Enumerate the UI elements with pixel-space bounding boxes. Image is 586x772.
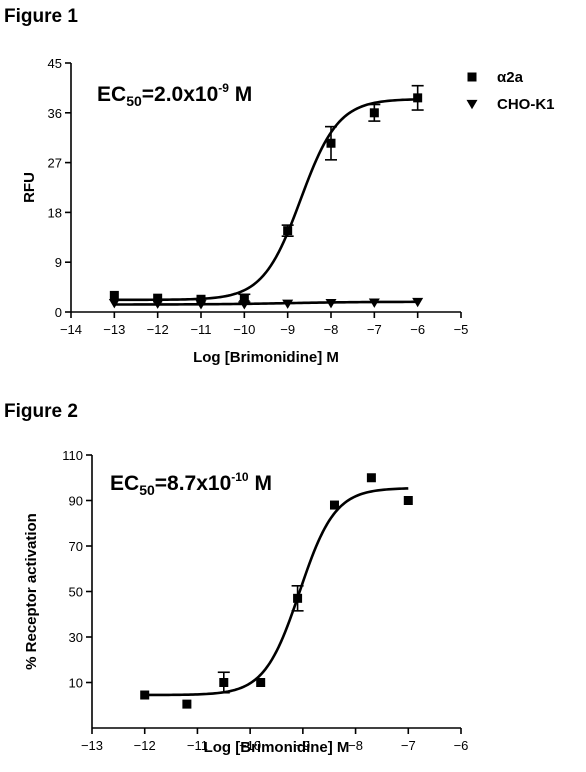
y-tick-label: 110	[62, 448, 83, 463]
figure-title: Figure 1	[4, 6, 78, 27]
ec50-sub: 50	[126, 93, 142, 109]
data-point	[219, 678, 229, 687]
ec50-suffix: M	[249, 472, 272, 495]
x-tick-label: −13	[81, 738, 103, 753]
data-point	[282, 299, 294, 309]
legend-marker	[466, 99, 478, 110]
data-point	[369, 108, 379, 118]
legend-label: CHO-K1	[497, 96, 555, 113]
fit-curve	[144, 487, 409, 697]
x-tick-label: −7	[367, 322, 382, 337]
legend-label: α2a	[497, 69, 524, 86]
data-point	[182, 699, 192, 709]
x-tick-label: −5	[454, 322, 469, 337]
y-tick-label: 45	[48, 56, 62, 71]
x-axis: −14 −13 −12 −11 −10 −9 −8 −7 −6 −5	[60, 311, 469, 337]
x-tick-label: −10	[233, 322, 255, 337]
series-s0	[140, 473, 413, 709]
fit-curve	[114, 98, 418, 302]
data-point	[368, 298, 380, 308]
data-point	[256, 678, 266, 687]
data-point	[153, 293, 163, 303]
ec50-mid: =2.0x10	[142, 83, 219, 106]
data-point	[239, 293, 249, 303]
y-axis-label: RFU	[21, 172, 38, 203]
x-tick-label: −8	[324, 322, 339, 337]
data-point	[152, 299, 164, 309]
y-axis: 10 30 50 70 90 110	[62, 448, 93, 728]
x-tick-label: −6	[454, 738, 469, 753]
x-tick-label: −9	[295, 738, 310, 753]
series-chok1	[108, 297, 424, 310]
y-tick-label: 50	[69, 585, 83, 600]
data-point	[108, 299, 120, 309]
x-tick-label: −10	[239, 738, 261, 753]
data-point	[326, 138, 336, 148]
y-tick-label: 30	[69, 630, 83, 645]
x-tick-label: −7	[401, 738, 416, 753]
y-tick-label: 9	[55, 255, 62, 270]
ec50-prefix: EC	[110, 472, 139, 495]
x-axis-label: Log [Brimonidine] M	[204, 739, 350, 756]
ec50-mid: =8.7x10	[155, 472, 232, 495]
x-tick-label: −6	[410, 322, 425, 337]
x-tick-label: −11	[187, 738, 208, 753]
data-point	[403, 496, 413, 505]
y-tick-label: 36	[48, 106, 62, 121]
data-point	[238, 300, 250, 310]
chart-1: Figure 1 −14 −13 −12 −11 −10 −9 −8 −7 −6 −5 0 9 18 27 3…	[4, 6, 555, 366]
x-tick-label: −12	[147, 322, 169, 337]
data-point	[140, 690, 150, 700]
ec50-sub: 50	[139, 482, 155, 498]
data-point	[413, 93, 423, 103]
ec50-sup: -9	[218, 81, 229, 95]
x-axis-label: Log [Brimonidine] M	[193, 349, 339, 366]
series-2a	[109, 84, 424, 304]
chart-2: Figure 2 −13 −12 −11 −10 −9 −8 −7 −6 10 30 50 70 90 11…	[4, 401, 468, 756]
data-point	[195, 300, 207, 310]
ec50-annotation: EC50=2.0x10-9 M	[97, 81, 252, 109]
y-tick-label: 18	[48, 205, 62, 220]
fit-curve	[114, 300, 418, 306]
data-point	[412, 297, 424, 308]
data-point	[283, 226, 293, 236]
y-axis: 0 9 18 27 36 45	[48, 56, 72, 320]
ec50-annotation: EC50=8.7x10-10 M	[110, 470, 272, 498]
ec50-sup: -10	[231, 470, 249, 484]
y-tick-label: 27	[48, 156, 62, 171]
data-point	[196, 294, 206, 304]
y-tick-label: 70	[69, 539, 83, 554]
x-tick-label: −13	[103, 322, 125, 337]
x-tick-label: −14	[60, 322, 82, 337]
figure-title: Figure 2	[4, 401, 78, 422]
x-tick-label: −8	[348, 738, 363, 753]
data-point	[366, 473, 376, 483]
legend-marker	[467, 72, 477, 82]
data-point	[293, 593, 303, 603]
x-tick-label: −9	[280, 322, 295, 337]
y-tick-label: 0	[55, 305, 62, 320]
data-point	[325, 299, 337, 309]
ec50-prefix: EC	[97, 83, 126, 106]
legend: α2a CHO-K1	[466, 69, 555, 113]
x-tick-label: −11	[190, 322, 211, 337]
y-tick-label: 10	[69, 676, 83, 691]
ec50-suffix: M	[229, 83, 252, 106]
y-axis-label: % Receptor activation	[23, 513, 40, 670]
x-axis: −13 −12 −11 −10 −9 −8 −7 −6	[81, 727, 469, 753]
y-tick-label: 90	[69, 494, 83, 509]
data-point	[109, 290, 119, 300]
data-point	[329, 500, 339, 510]
x-tick-label: −12	[134, 738, 156, 753]
